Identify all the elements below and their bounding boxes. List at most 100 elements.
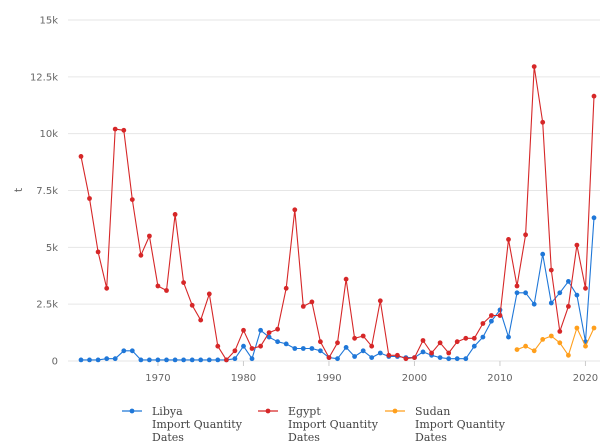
libya-point	[540, 251, 546, 257]
libya-point	[471, 343, 477, 349]
legend-label: Import Quantity	[152, 418, 243, 431]
egypt-point	[497, 313, 503, 318]
egypt-point	[87, 196, 92, 201]
x-tick-label: 2000	[402, 373, 427, 384]
libya-point	[420, 349, 426, 355]
sudan-point	[523, 343, 528, 349]
libya-point	[454, 356, 460, 362]
libya-point	[557, 290, 563, 296]
libya-point	[95, 357, 101, 363]
y-tick-label: 15k	[39, 16, 58, 27]
x-tick-label: 1970	[145, 373, 170, 384]
libya-point	[172, 357, 178, 363]
egypt-point	[574, 242, 580, 248]
libya-point	[523, 290, 528, 296]
legend-label: Egypt	[288, 405, 321, 418]
libya-point	[369, 355, 375, 360]
egypt-point	[206, 291, 212, 297]
libya-point	[292, 346, 298, 351]
egypt-point	[437, 340, 443, 346]
y-tick-label: 12.5k	[30, 72, 58, 83]
egypt-point	[566, 304, 571, 309]
legend-label: Dates	[415, 431, 447, 444]
libya-line	[81, 217, 595, 361]
libya-point	[506, 334, 511, 340]
libya-point	[318, 348, 323, 354]
y-axis-label: t	[12, 187, 25, 192]
egypt-point	[198, 317, 204, 323]
legend-label: Sudan	[415, 405, 450, 418]
egypt-point	[224, 357, 229, 363]
libya-point	[164, 357, 169, 363]
libya-point	[300, 346, 306, 351]
legend-label: Dates	[288, 431, 320, 444]
egypt-point	[283, 285, 289, 291]
egypt-point	[591, 93, 597, 99]
egypt-point	[557, 329, 563, 334]
sudan-line	[516, 327, 595, 356]
libya-point	[104, 356, 110, 362]
egypt-point	[241, 327, 246, 333]
egypt-point	[403, 356, 409, 362]
libya-point	[147, 357, 152, 363]
sudan-series	[514, 325, 597, 358]
egypt-point	[548, 267, 554, 273]
legend-label: Import Quantity	[288, 418, 379, 431]
egypt-point	[412, 355, 417, 360]
egypt-point	[104, 285, 110, 291]
egypt-point	[386, 352, 392, 358]
sudan-point	[548, 333, 554, 339]
sudan-point	[557, 340, 563, 346]
egypt-point	[343, 276, 349, 282]
y-tick-label: 10k	[39, 129, 58, 140]
egypt-point	[129, 197, 135, 203]
egypt-point	[164, 288, 169, 293]
sudan-point	[540, 337, 546, 342]
libya-point	[87, 357, 92, 363]
y-axis-ticks: 0 2.5k 5k 7.5k 10k 12.5k 15k	[30, 16, 58, 368]
libya-point	[566, 279, 571, 284]
sudan-point	[574, 325, 580, 331]
x-tick-label: 2010	[487, 373, 512, 384]
libya-point	[206, 357, 212, 363]
egypt-point	[420, 338, 426, 343]
egypt-point	[480, 321, 486, 326]
y-tick-label: 2.5k	[36, 300, 58, 311]
libya-point	[446, 356, 452, 362]
libya-point	[360, 348, 366, 354]
egypt-point	[292, 207, 298, 213]
egypt-point	[369, 343, 375, 349]
libya-point	[343, 345, 349, 350]
series-group	[78, 64, 597, 363]
egypt-point	[506, 237, 511, 242]
libya-point	[480, 334, 486, 340]
egypt-point	[471, 335, 477, 341]
egypt-line	[80, 66, 595, 361]
egypt-point	[189, 302, 195, 308]
legend-swatch-dot	[129, 408, 135, 414]
libya-point	[129, 348, 135, 354]
y-tick-label: 7.5k	[36, 186, 58, 197]
egypt-point	[454, 339, 460, 345]
libya-point	[198, 357, 204, 363]
egypt-point	[395, 352, 400, 358]
egypt-point	[309, 299, 315, 305]
sudan-point	[531, 348, 537, 354]
libya-point	[215, 357, 221, 363]
egypt-point	[249, 346, 255, 351]
sudan-point	[591, 325, 597, 331]
libya-point	[489, 318, 494, 324]
libya-point	[463, 356, 469, 362]
egypt-point	[514, 283, 520, 289]
libya-point	[138, 357, 144, 363]
libya-point	[283, 341, 289, 347]
egypt-point	[352, 335, 357, 341]
egypt-point	[275, 326, 280, 332]
sudan-point	[583, 343, 588, 349]
libya-point	[258, 327, 263, 333]
